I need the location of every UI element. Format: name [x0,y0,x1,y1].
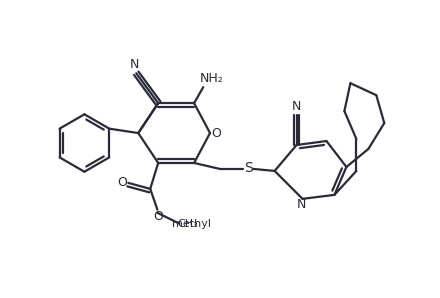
Text: methyl: methyl [172,219,211,229]
Text: CH₃: CH₃ [178,218,198,229]
Text: NH₂: NH₂ [199,72,223,85]
Text: O: O [117,176,127,189]
Text: N: N [130,58,139,71]
Text: S: S [244,161,253,175]
Text: N: N [297,198,306,211]
Text: N: N [292,100,301,113]
Text: O: O [153,210,163,223]
Text: O: O [211,127,221,139]
